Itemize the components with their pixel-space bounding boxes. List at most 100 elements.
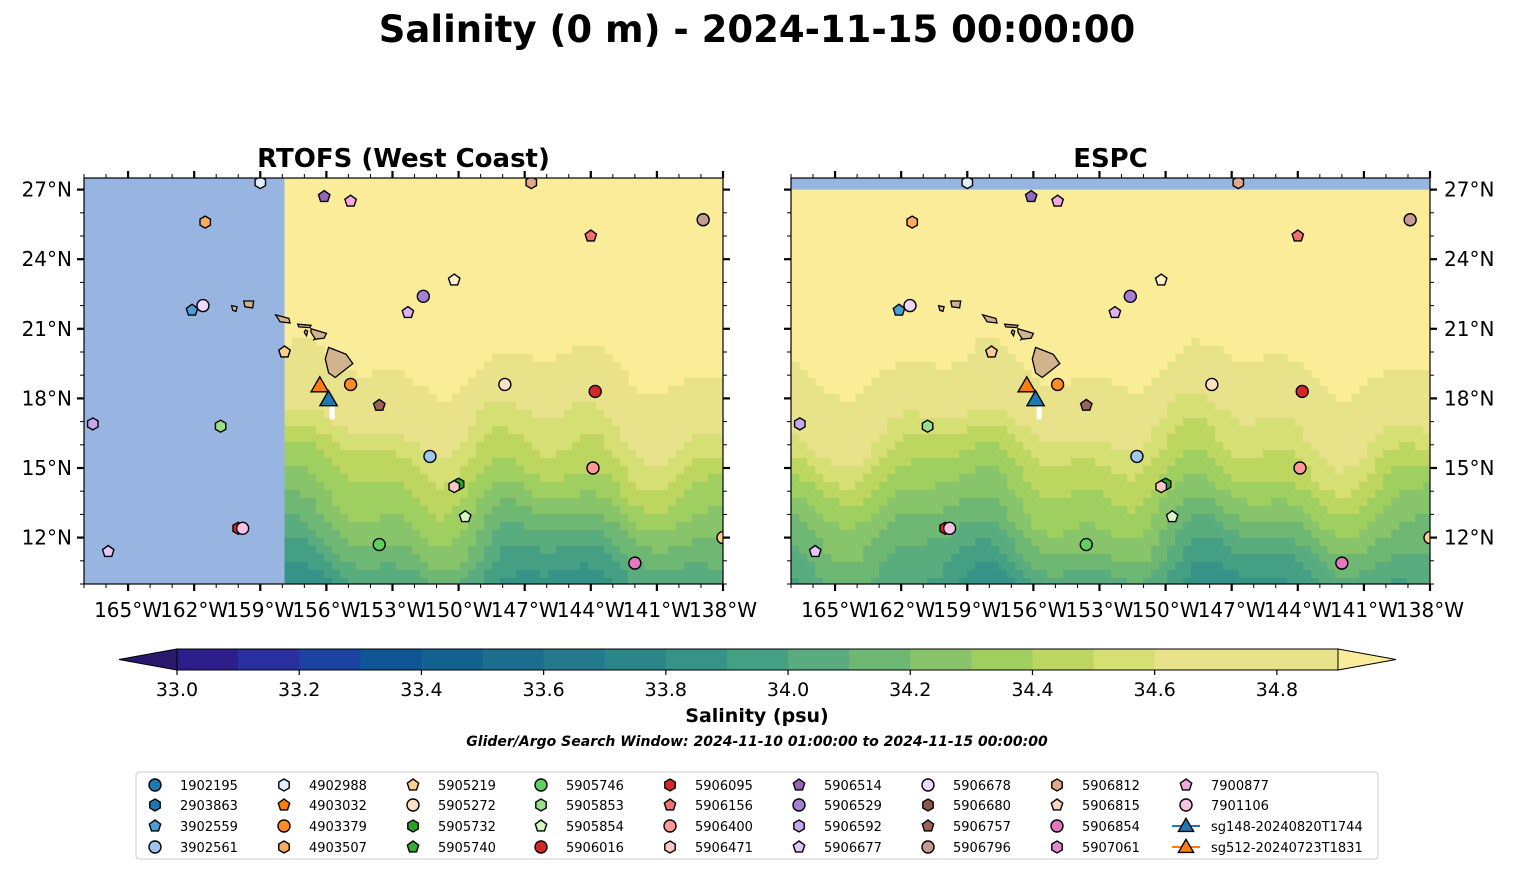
legend-marker (1179, 798, 1193, 812)
x-tick-label: 159°W (933, 598, 1001, 622)
legend-label: 5906677 (824, 841, 882, 856)
y-tick-label: 15°N (1444, 456, 1494, 480)
colorbar-bin (543, 649, 606, 670)
axes-frame (83, 177, 724, 585)
legend-label: 5905740 (438, 841, 496, 856)
legend-label: 5906016 (566, 841, 624, 856)
legend-item: 5905853 (535, 798, 624, 814)
float-7900877 (1051, 194, 1065, 207)
legend-item: sg512-20240723T1831 (1172, 837, 1363, 856)
colorbar-bin (299, 649, 361, 670)
legend-marker (1051, 840, 1063, 854)
legend-item: 5905740 (406, 840, 496, 856)
x-tick-label: 147°W (1198, 598, 1266, 622)
search-window-text: Glider/Argo Search Window: 2024-11-10 01… (466, 734, 1048, 750)
y-tick-label: 21°N (1444, 317, 1494, 341)
legend-label: 5906680 (953, 799, 1011, 814)
colorbar-label: Salinity (psu) (685, 705, 828, 727)
y-tick-label: 27°N (22, 178, 72, 202)
legend-label: 1902195 (180, 779, 238, 794)
legend-marker (535, 798, 547, 812)
float-5906678 (196, 298, 210, 313)
legend-item: 5906757 (921, 819, 1011, 835)
float-2903863 (848, 636, 858, 648)
legend-marker (1179, 778, 1193, 791)
legend-item: 5906471 (664, 840, 753, 856)
legend-item: 5906678 (921, 778, 1011, 794)
legend-marker (1177, 816, 1195, 833)
y-tick-label: 15°N (22, 456, 72, 480)
float-4903507 (906, 215, 919, 229)
map-panel-rtofs: 165°W162°W159°W156°W153°W150°W147°W144°W… (22, 144, 758, 641)
legend-label: 5906529 (824, 799, 882, 814)
legend-item: 4902988 (278, 778, 367, 794)
legend-marker (278, 778, 290, 792)
float-4903379 (343, 377, 358, 392)
float-5906677 (101, 544, 115, 558)
float-4903507 (199, 215, 212, 229)
float-5905746 (372, 537, 386, 552)
legend-item: 5906400 (663, 819, 753, 835)
legend-marker (792, 798, 806, 812)
legend-marker (792, 840, 806, 853)
legend-frame (135, 771, 1379, 860)
legend-label: sg148-20240820T1744 (1211, 820, 1363, 835)
float-5906156 (1291, 229, 1305, 242)
legend-item: 5906592 (793, 819, 882, 835)
legend-marker (406, 778, 420, 791)
float-5906812 (525, 178, 538, 190)
float-5905740 (1244, 624, 1255, 635)
float-7901106 (942, 521, 957, 536)
colorbar-bin (1276, 649, 1339, 670)
gliders (309, 375, 339, 420)
map-panel-espc: 165°W162°W159°W156°W153°W150°W147°W144°W… (784, 144, 1494, 648)
float-5906529 (1123, 289, 1138, 304)
legend-item: 5906016 (534, 840, 624, 856)
legend-marker (407, 819, 419, 833)
float-3902561 (423, 449, 437, 464)
legend-item: 7901106 (1179, 798, 1269, 814)
float-5907061 (1326, 629, 1336, 641)
legend-label: 3902561 (180, 841, 238, 856)
x-tick-label: 138°W (689, 598, 757, 622)
legend-item: 3902559 (148, 819, 238, 835)
legend-label: 5906095 (695, 779, 753, 794)
legend-label: 5906678 (953, 779, 1011, 794)
legend-label: 2903863 (180, 799, 238, 814)
legend-marker (277, 819, 291, 833)
legend-marker (148, 840, 162, 854)
colorbar-bin (1215, 649, 1278, 670)
colorbar-bin (1093, 649, 1156, 670)
legend-item: 4903507 (278, 840, 367, 856)
legend-label: 4902988 (309, 779, 367, 794)
colorbar-bin (1154, 649, 1217, 670)
legend-label: 5905272 (438, 799, 496, 814)
legend-item: 7900877 (1179, 778, 1269, 794)
float-5906812 (1232, 178, 1245, 190)
legend-item: 5906514 (792, 778, 882, 794)
float-5905272 (498, 377, 512, 392)
y-tick-label: 18°N (22, 386, 72, 410)
glider-sg148-20240820T1744 (318, 389, 339, 407)
colorbar-tick-label: 34.8 (1256, 679, 1298, 701)
colorbar-extend-max (1337, 648, 1397, 671)
legend-item: 4903379 (277, 819, 367, 835)
legend-item: 5906854 (1050, 819, 1140, 835)
float-5906514 (317, 189, 331, 203)
legend-item: sg148-20240820T1744 (1172, 816, 1363, 835)
legend-label: 5906854 (1082, 820, 1140, 835)
float-5907061 (619, 629, 629, 641)
colorbar-bin (177, 649, 239, 670)
float-5905740 (537, 624, 548, 635)
float-5906529 (416, 289, 431, 304)
x-tick-label: 150°W (425, 598, 493, 622)
x-tick-label: 165°W (94, 598, 162, 622)
colorbar-tick-label: 33.4 (400, 679, 442, 701)
legend-marker (148, 778, 162, 792)
y-tick-label: 27°N (1444, 178, 1494, 202)
colorbar-bin (849, 649, 911, 670)
x-tick-label: 156°W (999, 598, 1067, 622)
y-tick-label: 12°N (22, 526, 72, 550)
float-5906796 (1403, 213, 1417, 227)
